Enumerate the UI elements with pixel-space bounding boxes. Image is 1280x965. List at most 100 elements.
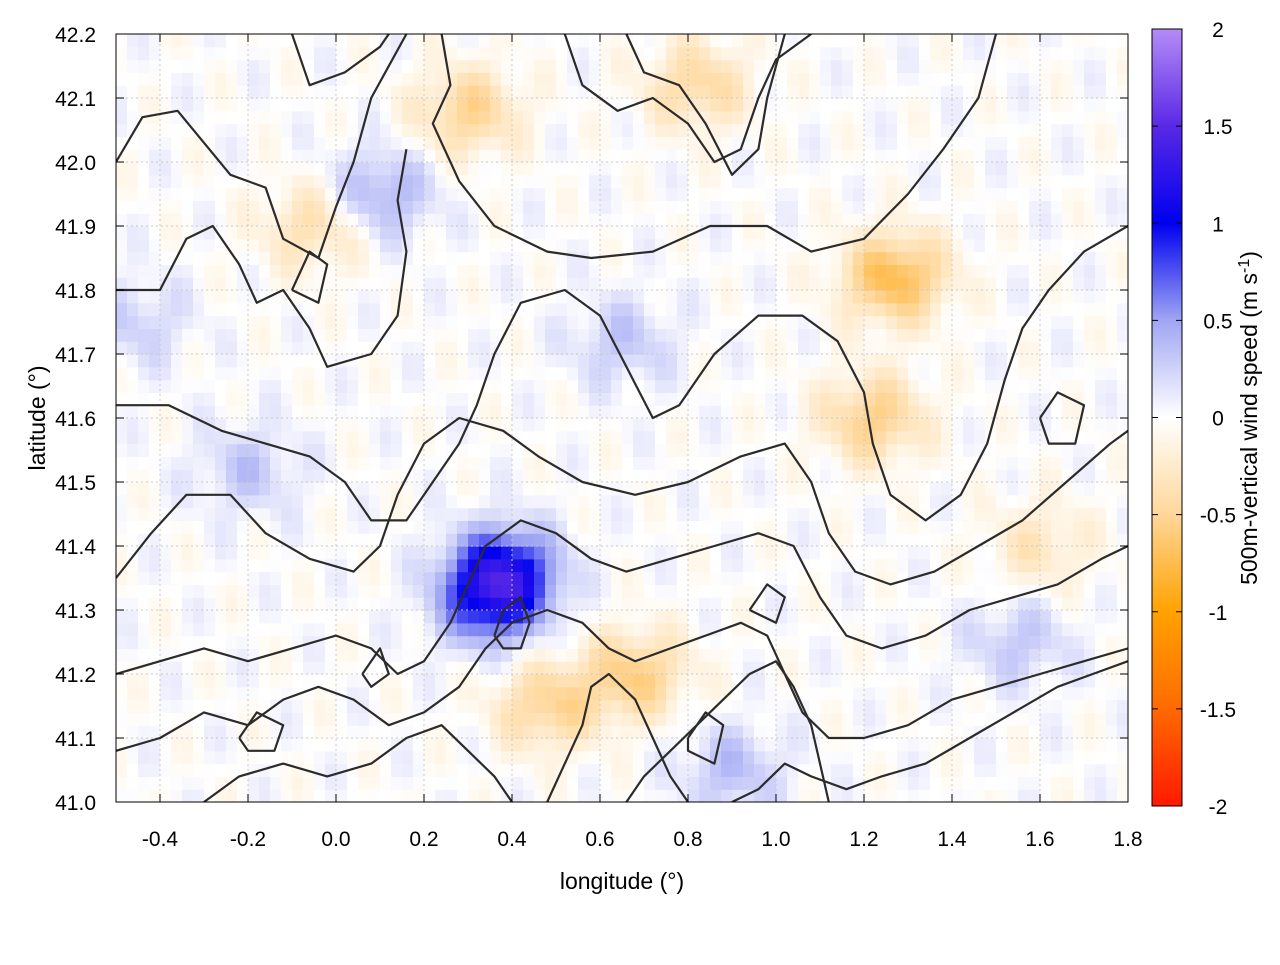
heatmap-cell [391, 328, 403, 342]
heatmap-cell [556, 405, 568, 419]
heatmap-cell [523, 328, 535, 342]
heatmap-cell [633, 366, 645, 381]
heatmap-cell [556, 533, 568, 547]
heatmap-cell [237, 110, 249, 125]
heatmap-cell [391, 725, 403, 739]
heatmap-cell [908, 162, 920, 176]
heatmap-cell [1051, 162, 1063, 176]
heatmap-cell [765, 149, 777, 163]
heatmap-cell [149, 213, 161, 227]
heatmap-cell [127, 661, 139, 675]
heatmap-cell [765, 341, 777, 355]
heatmap-cell [523, 750, 535, 765]
heatmap-cell [578, 558, 590, 573]
heatmap-cell [985, 520, 997, 534]
heatmap-cell [864, 750, 876, 765]
heatmap-cell [985, 238, 997, 253]
heatmap-cell [633, 571, 645, 585]
heatmap-cell [116, 520, 128, 534]
heatmap-cell [809, 251, 821, 265]
heatmap-cell [798, 622, 810, 637]
heatmap-cell [1007, 290, 1019, 304]
heatmap-cell [677, 738, 689, 752]
heatmap-cell [435, 469, 447, 483]
heatmap-cell [259, 149, 271, 163]
heatmap-cell [930, 213, 942, 227]
heatmap-cell [490, 443, 502, 457]
heatmap-cell [721, 136, 733, 150]
heatmap-cell [413, 763, 425, 777]
heatmap-cell [1084, 110, 1096, 125]
heatmap-cell [1062, 366, 1074, 381]
heatmap-cell [1106, 277, 1118, 291]
heatmap-cell [336, 725, 348, 739]
heatmap-cell [908, 405, 920, 419]
heatmap-cell [1073, 290, 1085, 304]
heatmap-cell [567, 456, 579, 470]
heatmap-cell [171, 789, 183, 802]
heatmap-cell [127, 238, 139, 253]
heatmap-cell [655, 200, 667, 214]
heatmap-cell [479, 200, 491, 214]
heatmap-cell [952, 392, 964, 406]
heatmap-cell [116, 776, 128, 790]
heatmap-cell [303, 738, 315, 752]
heatmap-cell [457, 699, 469, 713]
heatmap-cell [721, 366, 733, 381]
heatmap-cell [1051, 507, 1063, 521]
heatmap-cell [787, 366, 799, 381]
heatmap-cell [919, 366, 931, 381]
heatmap-cell [479, 469, 491, 483]
heatmap-cell [270, 264, 282, 278]
heatmap-cell [930, 136, 942, 150]
heatmap-cell [996, 622, 1008, 637]
heatmap-cell [127, 533, 139, 547]
heatmap-cell [875, 328, 887, 342]
heatmap-cell [182, 302, 194, 317]
heatmap-cell [842, 622, 854, 637]
heatmap-cell [336, 302, 348, 317]
heatmap-cell [545, 686, 557, 701]
heatmap-cell [754, 507, 766, 521]
heatmap-cell [765, 443, 777, 457]
heatmap-cell [743, 341, 755, 355]
heatmap-cell [1117, 328, 1128, 342]
heatmap-cell [138, 226, 150, 240]
heatmap-cell [369, 469, 381, 483]
heatmap-cell [985, 354, 997, 368]
heatmap-cell [446, 149, 458, 163]
heatmap-cell [116, 162, 128, 176]
heatmap-cell [358, 187, 370, 201]
heatmap-cell [468, 610, 480, 624]
heatmap-cell [512, 648, 524, 662]
heatmap-cell [336, 507, 348, 521]
heatmap-cell [952, 776, 964, 790]
heatmap-cell [226, 405, 238, 419]
heatmap-cell [369, 354, 381, 368]
heatmap-cell [743, 264, 755, 278]
heatmap-cell [413, 354, 425, 368]
heatmap-cell [754, 379, 766, 393]
heatmap-cell [292, 610, 304, 624]
heatmap-cell [919, 622, 931, 637]
heatmap-cell [930, 789, 942, 802]
heatmap-cell [545, 405, 557, 419]
heatmap-cell [930, 533, 942, 547]
heatmap-cell [787, 136, 799, 150]
heatmap-cell [402, 776, 414, 790]
heatmap-cell [1084, 443, 1096, 457]
heatmap-cell [358, 456, 370, 470]
heatmap-cell [1106, 328, 1118, 342]
heatmap-cell [490, 520, 502, 534]
heatmap-cell [336, 430, 348, 445]
heatmap-cell [721, 341, 733, 355]
heatmap-cell [776, 494, 788, 509]
heatmap-cell [336, 482, 348, 496]
heatmap-cell [919, 533, 931, 547]
heatmap-cell [567, 686, 579, 701]
heatmap-cell [215, 622, 227, 637]
heatmap-cell [215, 162, 227, 176]
heatmap-cell [897, 482, 909, 496]
heatmap-cell [710, 213, 722, 227]
heatmap-cell [248, 699, 260, 713]
